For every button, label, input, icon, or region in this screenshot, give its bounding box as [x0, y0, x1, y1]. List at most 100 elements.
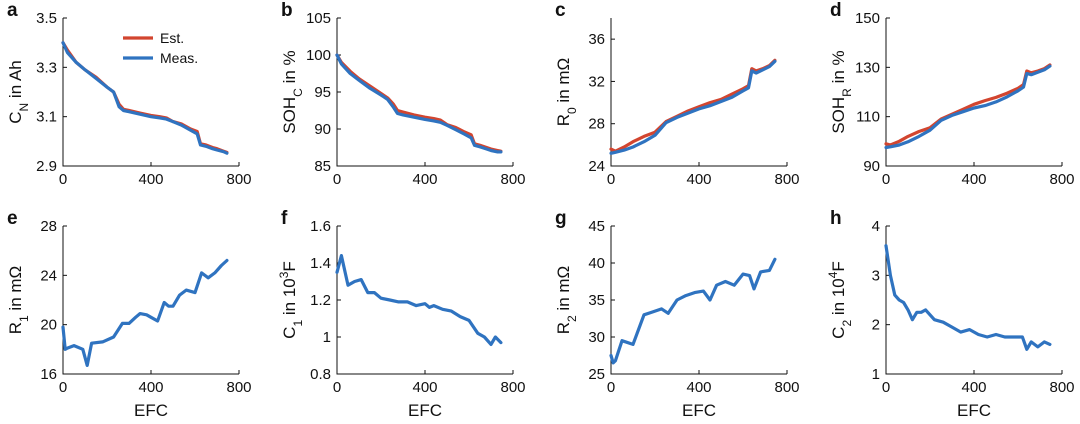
series-meas-line	[884, 244, 1052, 351]
panel-d: 0 400 800 90 110 130 150 SOHR in % d	[829, 0, 1075, 188]
y-axis-label-part: 1	[291, 320, 305, 327]
x-tick-label: 0	[607, 171, 615, 188]
y-tick-label: 105	[306, 10, 331, 27]
y-axis-label-part: R	[554, 114, 573, 126]
series-est-line	[335, 53, 503, 153]
y-tick-label: 110	[856, 109, 880, 126]
y-tick-label: 3.3	[36, 59, 57, 76]
x-tick-label: 400	[412, 379, 437, 396]
y-tick-label: 90	[863, 158, 880, 175]
y-tick-label: 150	[855, 10, 880, 27]
panel-letter: g	[555, 208, 567, 229]
y-axis-label-part: in %	[280, 50, 299, 88]
y-axis-label-part: in mΩ	[6, 266, 25, 316]
panel-a: 0 400 800 2.9 3.1 3.3 3.5 CN in Ah a Est. Meas.	[6, 0, 252, 188]
series-meas-line	[335, 53, 503, 154]
series-meas-line	[61, 258, 229, 367]
y-axis-label-part: F	[829, 261, 848, 271]
x-tick-label: 0	[59, 379, 67, 396]
y-tick-label: 100	[306, 47, 331, 64]
x-tick-label: 400	[138, 379, 163, 396]
panel-letter: d	[830, 0, 842, 21]
x-axis-label: EFC	[957, 401, 991, 420]
x-axis-label: EFC	[408, 401, 442, 420]
y-tick-label: 20	[40, 317, 57, 334]
y-tick-label: 45	[588, 218, 605, 235]
axis-frame	[336, 226, 513, 375]
x-tick-label: 0	[333, 379, 341, 396]
y-tick-label: 1	[323, 329, 331, 346]
x-axis-label: EFC	[682, 401, 716, 420]
y-axis-label-part: N	[17, 103, 31, 112]
y-tick-label: 35	[588, 292, 605, 309]
x-tick-label: 800	[774, 379, 799, 396]
y-axis-label: SOHC in %	[280, 50, 305, 133]
legend: Est. Meas.	[123, 30, 198, 66]
y-tick-label: 1.4	[310, 255, 331, 272]
y-tick-label: 1.6	[310, 218, 331, 235]
legend-label: Est.	[160, 30, 184, 46]
x-tick-label: 800	[1049, 379, 1074, 396]
y-tick-label: 28	[40, 218, 57, 235]
panel-letter: f	[281, 208, 288, 229]
y-axis-label-part: C	[829, 327, 848, 339]
x-tick-label: 800	[500, 171, 525, 188]
y-axis-label: C1 in 103F	[277, 261, 305, 339]
axis-frame	[336, 18, 513, 167]
y-tick-label: 130	[855, 59, 880, 76]
y-axis-label-part: R	[554, 322, 573, 334]
x-tick-label: 400	[961, 379, 986, 396]
y-tick-label: 90	[314, 121, 331, 138]
y-tick-label: 2	[872, 317, 880, 334]
y-tick-label: 24	[40, 267, 57, 284]
y-axis-label-part: in mΩ	[554, 58, 573, 108]
y-tick-label: 85	[314, 158, 331, 175]
x-tick-label: 800	[226, 171, 251, 188]
x-tick-label: 0	[333, 171, 341, 188]
series-meas-line	[609, 257, 777, 365]
x-tick-label: 800	[500, 379, 525, 396]
y-tick-label: 3.1	[36, 109, 57, 126]
axis-frame	[885, 18, 1062, 167]
y-axis-label: R2 in mΩ	[554, 266, 579, 335]
y-axis-label-part: 2	[840, 320, 854, 327]
series-meas-line	[884, 64, 1052, 150]
y-tick-label: 16	[40, 366, 57, 383]
x-tick-label: 400	[686, 379, 711, 396]
y-axis-label-part: 1	[17, 315, 31, 322]
y-tick-label: 28	[588, 116, 605, 133]
legend-label: Meas.	[160, 50, 198, 66]
panel-letter: c	[555, 0, 566, 21]
y-axis-label-part: SOH	[280, 97, 299, 134]
y-axis-label: CN in Ah	[6, 60, 31, 124]
y-axis-label-part: C	[280, 327, 299, 339]
y-axis-label-part: C	[6, 111, 25, 123]
y-axis-label: SOHR in %	[829, 50, 854, 133]
y-tick-label: 32	[588, 73, 605, 90]
y-axis-label-part: in %	[829, 50, 848, 88]
y-tick-label: 2.9	[36, 158, 57, 175]
panel-letter: h	[830, 208, 842, 229]
x-tick-label: 0	[882, 171, 890, 188]
y-axis-label-part: 2	[565, 315, 579, 322]
y-axis-label-part: 0	[565, 107, 579, 114]
panel-letter: a	[7, 0, 18, 21]
x-tick-label: 400	[412, 171, 437, 188]
y-axis-label-part: in 10	[280, 278, 299, 320]
y-tick-label: 95	[314, 84, 331, 101]
y-axis-label-part: C	[291, 88, 305, 97]
y-tick-label: 25	[588, 366, 605, 383]
series-meas-line	[335, 254, 503, 346]
panel-e: 0 400 800 16 20 24 28 R1 in mΩ EFC e	[6, 208, 252, 420]
y-axis-label-part: F	[280, 261, 299, 271]
series-est-line	[884, 63, 1052, 147]
y-tick-label: 0.8	[310, 366, 331, 383]
x-tick-label: 0	[882, 379, 890, 396]
y-axis-label: C2 in 104F	[826, 261, 854, 339]
y-tick-label: 3.5	[36, 10, 57, 27]
x-tick-label: 400	[686, 171, 711, 188]
